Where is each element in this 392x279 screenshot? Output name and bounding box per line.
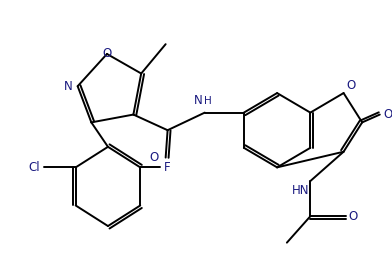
Text: HN: HN <box>292 184 309 197</box>
Text: H: H <box>204 96 212 106</box>
Text: N: N <box>64 80 72 93</box>
Text: O: O <box>149 151 158 164</box>
Text: F: F <box>164 161 171 174</box>
Text: O: O <box>349 210 358 223</box>
Text: O: O <box>347 79 356 92</box>
Text: N: N <box>194 94 202 107</box>
Text: Cl: Cl <box>29 161 40 174</box>
Text: O: O <box>102 47 112 61</box>
Text: O: O <box>383 108 392 121</box>
